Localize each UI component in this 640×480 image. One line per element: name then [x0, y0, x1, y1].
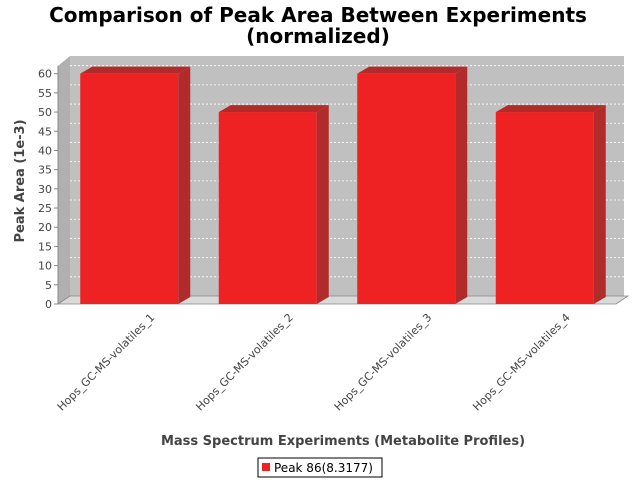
bar-side: [178, 66, 191, 304]
y-tick-label: 30: [38, 183, 52, 196]
bar-front: [218, 112, 317, 304]
x-tick-label: Hops_GC-MS-volatiles_4: [470, 311, 573, 414]
bar-top: [218, 105, 329, 113]
x-tick-label: Hops_GC-MS-volatiles_1: [55, 311, 158, 414]
x-axis-label: Mass Spectrum Experiments (Metabolite Pr…: [161, 434, 525, 449]
x-axis: Hops_GC-MS-volatiles_1 Hops_GC-MS-volatil…: [55, 311, 573, 414]
y-tick-label: 50: [38, 106, 52, 119]
bar-top: [80, 66, 191, 74]
y-tick-label: 5: [45, 279, 52, 292]
y-tick-label: 0: [45, 298, 52, 311]
y-tick-label: 25: [38, 202, 52, 215]
y-tick-label: 55: [38, 87, 52, 100]
bar-front: [80, 73, 179, 304]
y-tick-label: 20: [38, 221, 52, 234]
bar: [80, 66, 191, 304]
legend-swatch: [262, 463, 270, 471]
y-tick-label: 15: [38, 240, 52, 253]
y-tick-label: 10: [38, 260, 52, 273]
x-tick-label: Hops_GC-MS-volatiles_2: [193, 311, 296, 414]
legend: Peak 86(8.3177): [257, 457, 383, 478]
bars: [80, 66, 606, 304]
x-tick-label: Hops_GC-MS-volatiles_3: [332, 311, 435, 414]
y-tick-label: 60: [38, 68, 52, 81]
bar: [357, 66, 468, 304]
bar-side: [593, 105, 606, 304]
y-tick-label: 40: [38, 144, 52, 157]
y-tick-label: 35: [38, 164, 52, 177]
bar-front: [357, 73, 456, 304]
bar-top: [357, 66, 468, 74]
y-axis: 0 5 10 15 20 25 30 35 40 45 50 55 60: [38, 66, 59, 311]
left-wall: [58, 56, 70, 304]
bar-top: [495, 105, 606, 113]
y-axis-label: Peak Area (1e-3): [13, 119, 28, 242]
bar: [495, 105, 606, 304]
chart-title: Comparison of Peak Area Between Experime…: [49, 3, 587, 27]
bar-side: [455, 66, 468, 304]
legend-box: [257, 457, 383, 478]
legend-label: Peak 86(8.3177): [274, 461, 373, 475]
chart-subtitle: (normalized): [246, 24, 390, 48]
bar-front: [495, 112, 594, 304]
bar: [218, 105, 329, 304]
bar-side: [316, 105, 329, 304]
y-tick-label: 45: [38, 125, 52, 138]
